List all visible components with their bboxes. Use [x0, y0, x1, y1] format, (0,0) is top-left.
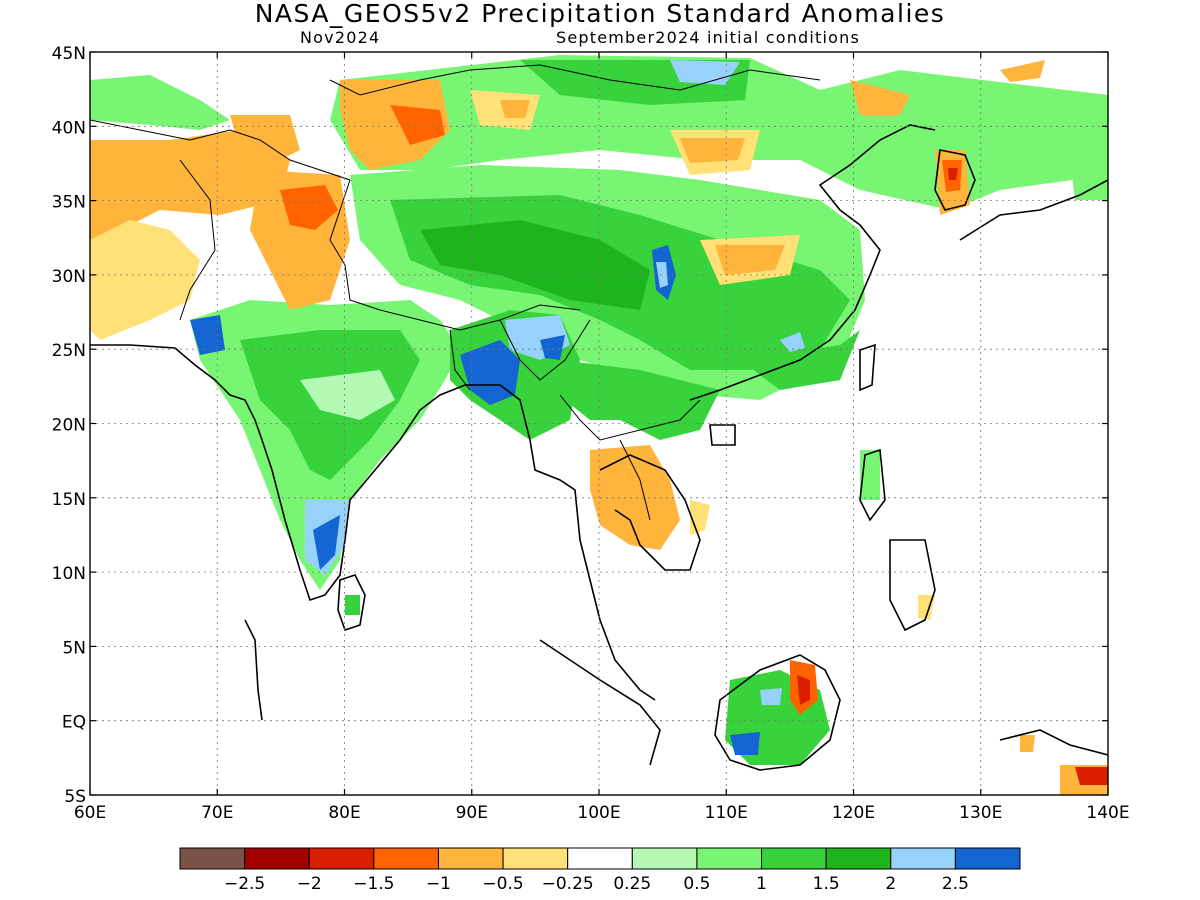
lat-label: 20N — [52, 416, 86, 436]
lat-label: 25N — [52, 341, 86, 361]
lon-label: 60E — [74, 803, 106, 823]
lat-label: 40N — [52, 118, 86, 138]
lon-label: 140E — [1086, 803, 1129, 823]
lat-label: 30N — [52, 267, 86, 287]
initial-conditions: September2024 initial conditions — [556, 28, 861, 47]
lon-label: 130E — [959, 803, 1002, 823]
coastline-outline — [90, 124, 1108, 771]
lat-label: 35N — [52, 193, 86, 213]
colorbar-label: 2 — [885, 874, 896, 894]
colorbar-swatch — [954, 847, 1021, 870]
axis-ticks — [89, 51, 1109, 796]
colorbar-swatch — [631, 847, 698, 870]
lon-label: 120E — [832, 803, 875, 823]
colorbar-swatch — [308, 847, 375, 870]
colorbar-swatch — [179, 847, 246, 870]
lon-label: 110E — [705, 803, 748, 823]
colorbar-label: −1.5 — [353, 874, 394, 894]
lon-label: 70E — [201, 803, 233, 823]
colorbar-swatch — [373, 847, 439, 870]
colorbar-label: −2.5 — [224, 874, 265, 894]
lon-label: 100E — [577, 803, 620, 823]
forecast-month: Nov2024 — [300, 28, 381, 47]
lon-label: 80E — [328, 803, 360, 823]
colorbar-label: 1.5 — [813, 874, 840, 894]
colorbar-label: −1 — [426, 874, 451, 894]
colorbar-swatch — [244, 847, 310, 870]
country-borders — [90, 64, 821, 521]
colorbar-label: −0.25 — [542, 874, 594, 894]
lat-label: 15N — [52, 490, 86, 510]
colorbar-label: −0.5 — [482, 874, 523, 894]
colorbar-swatch — [567, 847, 633, 870]
anomaly-field — [90, 55, 1108, 795]
lat-label: 45N — [52, 44, 86, 64]
colorbar-swatch — [890, 847, 956, 870]
lon-label: 90E — [456, 803, 488, 823]
latitude-axis: 45N 40N 35N 30N 25N 20N 15N 10N 5N EQ 5S — [52, 44, 86, 807]
colorbar-swatch — [761, 847, 827, 870]
colorbar-label: 1 — [756, 874, 767, 894]
lat-label: 5N — [62, 638, 86, 658]
chart-title: NASA_GEOS5v2 Precipitation Standard Anom… — [254, 0, 946, 28]
lat-label: 10N — [52, 564, 86, 584]
colorbar-label: 0.25 — [613, 874, 651, 894]
longitude-axis: 60E 70E 80E 90E 100E 110E 120E 130E 140E — [74, 803, 1130, 823]
lat-label: EQ — [62, 713, 86, 733]
colorbar-label: 2.5 — [942, 874, 969, 894]
colorbar-label: −2 — [297, 874, 322, 894]
colorbar-label: 0.5 — [683, 874, 710, 894]
colorbar-swatch — [696, 847, 763, 870]
colorbar-legend: −2.5 −2 −1.5 −1 −0.5 −0.25 0.25 0.5 1 1.5 2 2.5 — [179, 847, 1021, 894]
colorbar-swatch — [825, 847, 892, 870]
lat-lon-grid — [90, 52, 1108, 795]
colorbar-swatch — [437, 847, 504, 870]
lat-label: 5S — [64, 787, 86, 807]
colorbar-swatch — [502, 847, 569, 870]
